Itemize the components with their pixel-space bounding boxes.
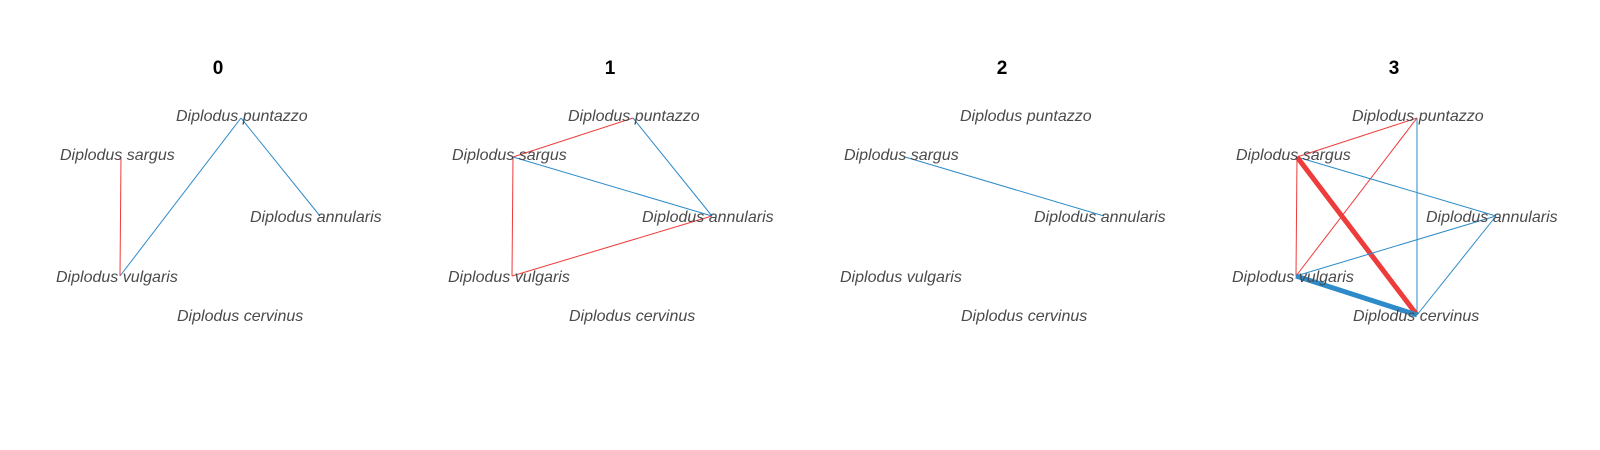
node-label-cervinus: Diplodus cervinus bbox=[177, 308, 303, 325]
node-label-annularis: Diplodus annularis bbox=[1426, 209, 1558, 226]
node-label-puntazzo: Diplodus puntazzo bbox=[960, 108, 1092, 125]
node-label-sargus: Diplodus sargus bbox=[452, 147, 567, 164]
edge-group bbox=[511, 117, 713, 277]
node-label-cervinus: Diplodus cervinus bbox=[961, 308, 1087, 325]
network-panel-0: 0 Diplodus puntazzo Diplodus sargus Diplodu… bbox=[56, 58, 382, 325]
network-panel-2: 2 Diplodus puntazzo Diplodus sargus Diplodu… bbox=[840, 58, 1166, 325]
node-label-annularis: Diplodus annularis bbox=[1034, 209, 1166, 226]
network-panel-1: 1 Diplodus puntazzo Diplodus sargus Diplodu… bbox=[448, 58, 774, 325]
panel-title: 1 bbox=[605, 58, 616, 79]
edge-vulgaris-annularis bbox=[511, 215, 713, 277]
edge-annularis-cervinus bbox=[1416, 215, 1497, 316]
node-label-sargus: Diplodus sargus bbox=[60, 147, 175, 164]
node-label-puntazzo: Diplodus puntazzo bbox=[176, 108, 308, 125]
node-label-vulgaris: Diplodus vulgaris bbox=[56, 269, 178, 286]
edge-sargus-vulgaris bbox=[1295, 156, 1298, 277]
edge-puntazzo-sargus bbox=[512, 117, 634, 158]
node-label-sargus: Diplodus sargus bbox=[1236, 147, 1351, 164]
edge-sargus-annularis bbox=[904, 156, 1105, 217]
edge-puntazzo-annularis bbox=[632, 117, 713, 217]
node-label-annularis: Diplodus annularis bbox=[642, 209, 774, 226]
node-label-puntazzo: Diplodus puntazzo bbox=[1352, 108, 1484, 125]
edge-puntazzo-vulgaris bbox=[1295, 117, 1418, 277]
edge-puntazzo-annularis bbox=[240, 117, 321, 217]
panel-title: 3 bbox=[1389, 58, 1400, 79]
panel-title: 0 bbox=[213, 58, 224, 79]
panel-title: 2 bbox=[997, 58, 1008, 79]
node-label-cervinus: Diplodus cervinus bbox=[569, 308, 695, 325]
edge-puntazzo-vulgaris bbox=[119, 117, 242, 277]
edge-vulgaris-cervinus bbox=[1295, 273, 1418, 318]
edge-group bbox=[904, 156, 1105, 217]
edge-sargus-vulgaris bbox=[119, 156, 122, 277]
node-label-sargus: Diplodus sargus bbox=[844, 147, 959, 164]
edge-puntazzo-sargus bbox=[1296, 117, 1418, 158]
network-panel-3: 3 Diplodus puntazzo Diplodus sargus Diplodu… bbox=[1232, 58, 1558, 325]
node-label-vulgaris: Diplodus vulgaris bbox=[448, 269, 570, 286]
node-label-vulgaris: Diplodus vulgaris bbox=[1232, 269, 1354, 286]
node-label-puntazzo: Diplodus puntazzo bbox=[568, 108, 700, 125]
node-label-cervinus: Diplodus cervinus bbox=[1353, 308, 1479, 325]
node-label-vulgaris: Diplodus vulgaris bbox=[840, 269, 962, 286]
edge-sargus-annularis bbox=[1296, 156, 1497, 217]
edge-sargus-vulgaris bbox=[511, 156, 514, 277]
node-label-annularis: Diplodus annularis bbox=[250, 209, 382, 226]
edge-group bbox=[1295, 117, 1497, 318]
edge-sargus-cervinus bbox=[1295, 155, 1419, 317]
edge-group bbox=[119, 117, 321, 277]
edge-vulgaris-annularis bbox=[1295, 215, 1497, 277]
edge-sargus-annularis bbox=[512, 156, 713, 217]
